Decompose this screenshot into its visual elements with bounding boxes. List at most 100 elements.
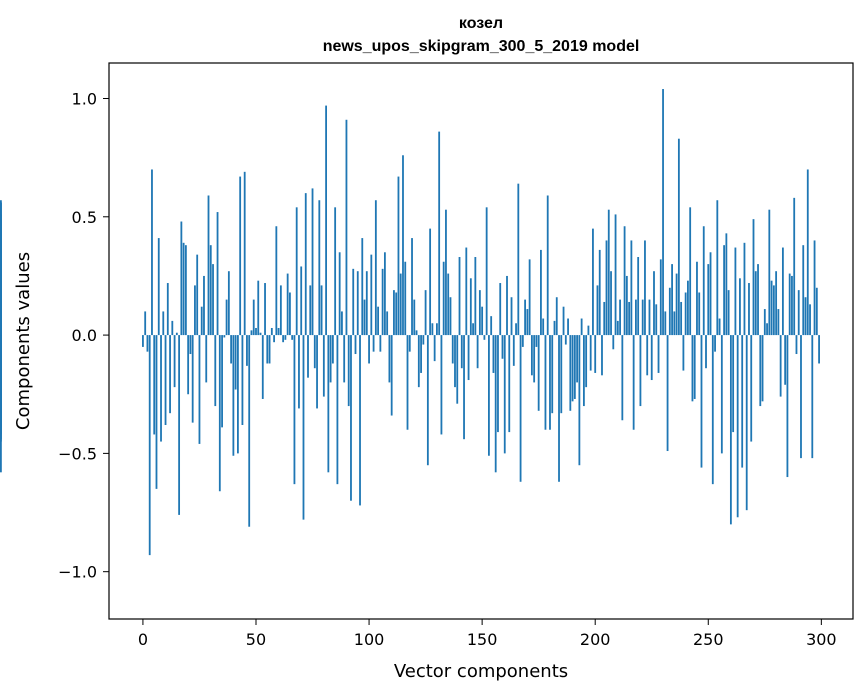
bar-87 bbox=[338, 252, 341, 336]
bar-227 bbox=[655, 304, 658, 336]
bar-178 bbox=[544, 335, 547, 430]
bar-244 bbox=[693, 335, 696, 399]
y-tick-label: 1.0 bbox=[72, 89, 97, 108]
bar-208 bbox=[612, 335, 615, 350]
bar-70 bbox=[300, 266, 303, 336]
bar-93 bbox=[352, 268, 355, 336]
bar-192 bbox=[576, 335, 579, 383]
bar-31 bbox=[212, 264, 214, 336]
bar-52 bbox=[259, 332, 262, 336]
bar-226 bbox=[653, 271, 655, 336]
bar-202 bbox=[598, 249, 601, 336]
bar-199 bbox=[592, 228, 594, 336]
bar-224 bbox=[648, 299, 651, 336]
bar-56 bbox=[268, 335, 271, 364]
bar-171 bbox=[528, 259, 531, 336]
bar-144 bbox=[467, 335, 470, 381]
bar-152 bbox=[485, 207, 488, 336]
x-tick-label: 250 bbox=[693, 630, 724, 649]
bar-288 bbox=[793, 197, 796, 336]
bar-29 bbox=[207, 195, 210, 336]
x-axis-ticks: 0 50 100 150 200 250 300 bbox=[138, 619, 837, 649]
bar-7 bbox=[157, 238, 160, 336]
bar-36 bbox=[223, 335, 226, 338]
bar-62 bbox=[282, 335, 285, 343]
bar-151 bbox=[483, 335, 486, 340]
bar-175 bbox=[537, 335, 540, 411]
bar-189 bbox=[569, 335, 572, 411]
bar-193 bbox=[578, 335, 581, 466]
bar-20 bbox=[187, 335, 190, 395]
bar-204 bbox=[603, 301, 606, 336]
bar-66 bbox=[291, 335, 294, 340]
bar-46 bbox=[246, 335, 248, 366]
bar-163 bbox=[510, 297, 513, 336]
bar-258 bbox=[725, 233, 728, 336]
bar-63 bbox=[284, 335, 287, 340]
bar-85 bbox=[334, 207, 337, 336]
bar-58 bbox=[273, 335, 275, 343]
y-axis-ticks: 1.0 0.5 0.0 −0.5 −1.0 bbox=[58, 89, 109, 582]
bar-275 bbox=[763, 309, 766, 336]
bar-74 bbox=[309, 285, 312, 336]
bar-215 bbox=[628, 301, 631, 336]
bar-174 bbox=[535, 335, 538, 347]
bar-8 bbox=[160, 335, 162, 442]
bar-200 bbox=[594, 335, 597, 373]
bar-6 bbox=[155, 335, 158, 489]
bar-54 bbox=[264, 283, 266, 336]
bar-94 bbox=[354, 335, 357, 355]
bar-185 bbox=[560, 335, 563, 414]
bar-157 bbox=[497, 335, 499, 433]
bar-190 bbox=[571, 335, 574, 402]
bar-101 bbox=[370, 254, 373, 336]
bar-197 bbox=[587, 325, 590, 336]
bar-166 bbox=[517, 183, 520, 336]
y-tick-label: −1.0 bbox=[58, 563, 97, 582]
bar-296 bbox=[811, 335, 814, 459]
bar-100 bbox=[368, 335, 370, 364]
bar-283 bbox=[781, 247, 784, 336]
bar-299 bbox=[818, 335, 820, 364]
bar-187 bbox=[564, 335, 567, 345]
bar-268 bbox=[748, 283, 750, 336]
bar-212 bbox=[621, 335, 624, 421]
bar-250 bbox=[707, 264, 710, 336]
bar-89 bbox=[343, 335, 346, 383]
bar-181 bbox=[551, 335, 554, 414]
bar-13 bbox=[171, 320, 174, 336]
bar-284 bbox=[784, 335, 787, 385]
bar-134 bbox=[445, 209, 447, 336]
bar-196 bbox=[585, 335, 588, 388]
bar-81 bbox=[325, 105, 327, 336]
bar-80 bbox=[322, 335, 325, 397]
bar-38 bbox=[227, 271, 230, 336]
bar-247 bbox=[700, 335, 703, 468]
bar-162 bbox=[508, 335, 511, 433]
bar-211 bbox=[619, 299, 621, 336]
bar-98 bbox=[363, 299, 366, 336]
bar-287 bbox=[791, 275, 793, 336]
bar-285 bbox=[786, 335, 789, 478]
bar-135 bbox=[447, 273, 450, 336]
bar-286 bbox=[788, 273, 791, 336]
bar-254 bbox=[716, 200, 719, 336]
bar-223 bbox=[646, 335, 649, 376]
chart-subtitle: news_upos_skipgram_300_5_2019 model bbox=[323, 38, 640, 55]
bar-291 bbox=[800, 335, 802, 459]
bar-39 bbox=[230, 335, 233, 364]
bar-263 bbox=[736, 335, 739, 518]
bar-55 bbox=[266, 335, 269, 364]
bar-297 bbox=[813, 240, 816, 336]
bar-undefined bbox=[0, 214, 2, 336]
bar-169 bbox=[524, 299, 526, 336]
bar-28 bbox=[205, 335, 208, 383]
bar-23 bbox=[194, 285, 196, 336]
bar-240 bbox=[684, 292, 687, 336]
bar-271 bbox=[754, 271, 757, 336]
bars-group bbox=[0, 89, 820, 556]
bar-118 bbox=[408, 335, 411, 352]
bar-76 bbox=[313, 335, 316, 369]
bar-126 bbox=[426, 335, 429, 466]
